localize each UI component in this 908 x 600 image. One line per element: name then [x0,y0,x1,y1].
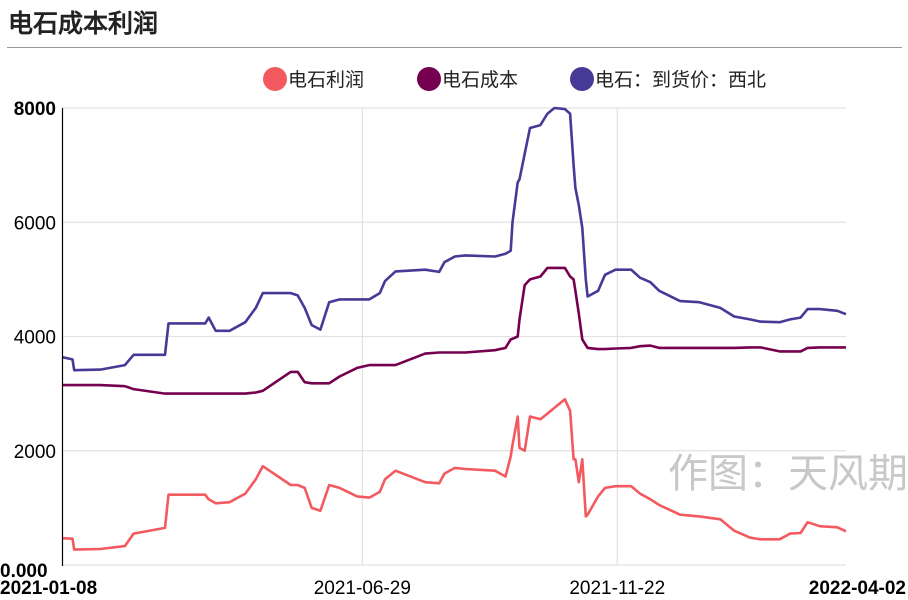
x-tick-label: 2021-11-22 [569,578,665,599]
y-tick-label: 2000 [14,442,56,463]
series-line-0 [61,397,847,551]
x-tick-label: 2021-01-08 [0,578,97,599]
y-tick-label: 0.000 [0,561,48,582]
y-tick-labels: 0.000 2000 4000 6000 8000 [0,99,56,582]
legend-marker-icon [570,67,594,91]
legend-marker-icon [263,67,287,91]
legend-item[interactable]: 电石利润 [263,67,364,91]
legend-marker-icon [417,67,441,91]
y-tick-label: 4000 [14,328,56,349]
series-line-2 [61,106,847,372]
watermark: 作图：天风期 [668,451,908,497]
x-tick-label: 2022-04-02 [809,578,906,599]
y-tick-label: 6000 [14,213,56,234]
title-divider [7,47,902,48]
legend-item[interactable]: 电石成本 [417,67,518,91]
legend-item[interactable]: 电石：到货价：西北 [570,67,766,91]
legend-label: 电石利润 [288,69,364,91]
grid [62,107,846,566]
legend: 电石利润 电石成本 电石：到货价：西北 [263,67,766,91]
legend-label: 电石成本 [442,69,518,91]
series-line-1 [62,266,846,395]
x-tick-label: 2021-06-29 [314,578,411,599]
series-lines [61,106,847,551]
page-title: 电石成本利润 [8,9,159,38]
y-tick-label: 8000 [14,99,56,120]
x-tick-labels: 2021-01-08 2021-06-29 2021-11-22 2022-04-02 [0,578,906,599]
legend-label: 电石：到货价：西北 [595,69,766,91]
